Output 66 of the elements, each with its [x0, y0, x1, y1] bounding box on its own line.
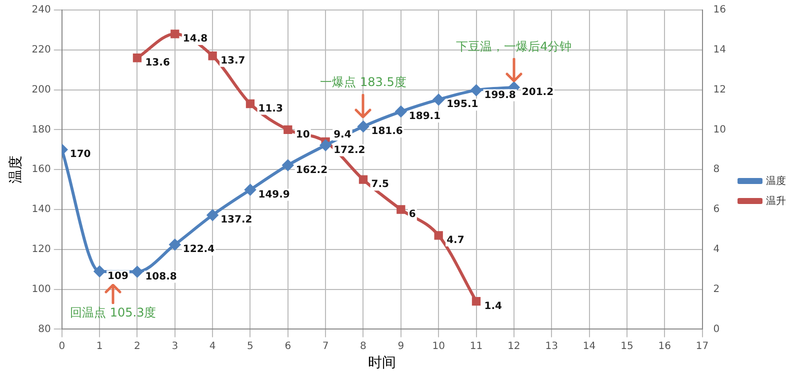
x-tick-label: 10: [432, 340, 445, 352]
data-label: 162.2: [296, 164, 328, 176]
data-label: 4.7: [446, 235, 464, 246]
y2-tick-label: 6: [713, 204, 720, 216]
data-label: 189.1: [408, 111, 441, 122]
y-tick-label: 200: [32, 84, 51, 96]
data-label: 108.8: [145, 271, 177, 282]
y2-tick-label: 4: [713, 244, 720, 255]
x-tick-label: 3: [172, 340, 178, 352]
data-label: 6: [408, 209, 416, 220]
data-label: 1.4: [484, 300, 502, 312]
x-tick-label: 8: [360, 340, 366, 352]
x-tick-label: 17: [696, 340, 709, 352]
x-tick-label: 2: [134, 340, 140, 352]
y-tick-label: 160: [32, 164, 51, 176]
x-tick-label: 11: [470, 340, 483, 352]
x-tick-label: 4: [209, 340, 216, 352]
x-tick-label: 14: [582, 340, 596, 352]
y-tick-label: 140: [32, 204, 51, 216]
x-tick-label: 12: [508, 340, 520, 352]
x-tick-label: 5: [247, 340, 254, 352]
data-label: 9.4: [334, 129, 352, 140]
annotation: 回温点 105.3度: [70, 305, 156, 320]
data-label: 181.6: [371, 126, 403, 138]
data-label: 11.3: [258, 103, 283, 114]
data-label: 195.1: [446, 99, 478, 110]
x-tick-label: 0: [58, 340, 66, 352]
data-label: 170: [70, 149, 91, 160]
data-label: 122.4: [182, 244, 215, 256]
y2-tick-label: 8: [713, 164, 720, 176]
x-tick-label: 15: [620, 340, 634, 352]
data-label: 7.5: [371, 179, 390, 190]
y2-tick-label: 12: [713, 84, 726, 96]
y2-tick-label: 10: [713, 124, 726, 136]
y-tick-label: 100: [32, 284, 51, 295]
y2-tick-label: 2: [713, 284, 720, 295]
y-axis-title: 温度: [8, 156, 24, 184]
x-tick-label: 6: [284, 340, 292, 352]
data-label: 172.2: [334, 144, 366, 156]
y2-tick-label: 16: [713, 4, 726, 16]
data-label: 13.6: [145, 57, 170, 68]
data-label: 13.7: [220, 55, 246, 66]
legend-label: 温度: [766, 174, 786, 187]
y-tick-label: 80: [38, 324, 51, 335]
data-label: 109: [108, 270, 128, 282]
y-tick-label: 120: [32, 244, 51, 255]
data-label: 14.8: [182, 34, 208, 45]
y-tick-label: 180: [32, 124, 51, 136]
data-label: 149.9: [258, 189, 290, 200]
annotation: 一爆点 183.5度: [320, 74, 406, 89]
x-axis-title: 时间: [368, 355, 396, 372]
y2-tick-label: 0: [713, 324, 720, 335]
y2-tick-label: 14: [713, 44, 726, 56]
x-tick-label: 13: [545, 340, 558, 352]
data-label: 201.2: [522, 87, 554, 98]
x-tick-label: 7: [322, 340, 329, 352]
data-label: 199.8: [484, 90, 516, 101]
legend-label: 温升: [766, 194, 786, 207]
data-label: 10: [296, 129, 310, 140]
y-tick-label: 240: [32, 4, 51, 16]
x-tick-label: 9: [398, 340, 404, 352]
annotation: 下豆温，一爆后4分钟: [456, 40, 572, 54]
x-tick-label: 1: [96, 340, 103, 352]
data-label: 137.2: [220, 214, 252, 226]
x-tick-label: 16: [658, 340, 671, 352]
y-tick-label: 220: [32, 44, 51, 56]
